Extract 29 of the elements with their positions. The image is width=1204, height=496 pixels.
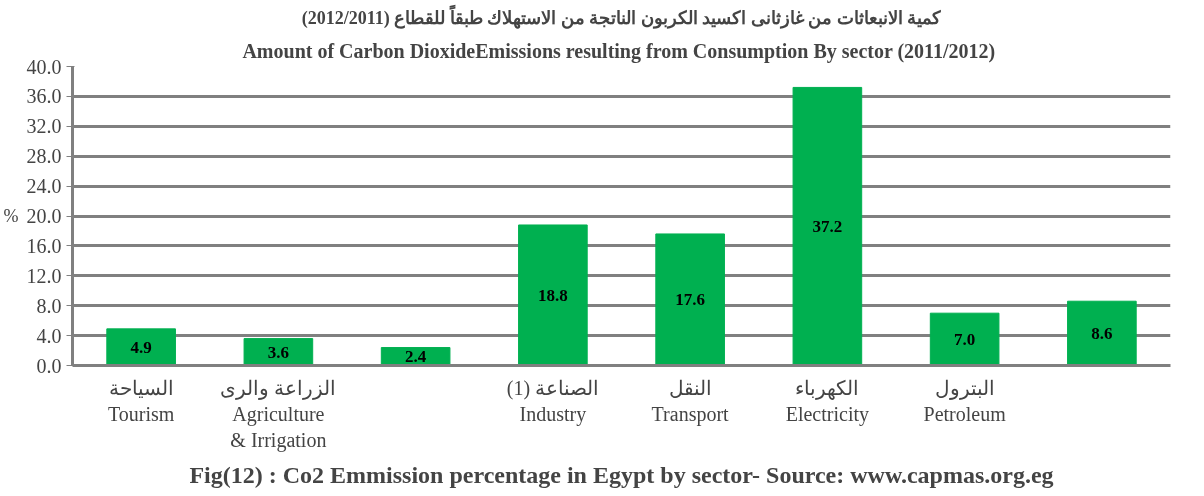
data-label: 8.6 xyxy=(1091,323,1113,343)
y-tick-label: 12.0 xyxy=(26,264,62,287)
y-tick-label: 28.0 xyxy=(26,145,62,168)
y-tick-label: 36.0 xyxy=(26,85,62,108)
bar xyxy=(655,233,725,366)
chart-title: كمية الانبعاثات من غازثانى اكسيد الكربون الناتجة من الاستهلاك طبقاً للقطاع (2012/2011) xyxy=(301,3,942,29)
y-tick-label: 24.0 xyxy=(26,175,62,198)
bar xyxy=(929,312,1000,366)
data-label: 18.8 xyxy=(538,285,568,305)
data-label: 2.4 xyxy=(405,347,427,367)
bar xyxy=(106,328,176,366)
data-label: 17.6 xyxy=(675,290,705,310)
y-tick-label: 16.0 xyxy=(26,234,62,257)
y-tick-label: 32.0 xyxy=(26,115,62,138)
bar xyxy=(1067,300,1137,366)
data-label: 3.6 xyxy=(267,342,289,362)
data-label: 7.0 xyxy=(954,329,976,349)
y-tick-label: 20.0 xyxy=(26,205,62,227)
y-tick-label: 0.0 xyxy=(36,354,62,377)
y-tick-label: 4.0 xyxy=(36,324,62,347)
data-label: 37.2 xyxy=(812,216,843,236)
bar xyxy=(518,224,588,366)
y-tick-label: 40.0 xyxy=(26,55,62,78)
data-label: 4.9 xyxy=(130,337,152,357)
bar xyxy=(792,86,863,366)
y-axis-title: % xyxy=(3,206,19,226)
text: Fig(12) : Co2 Emmission percentage in Egypt by sector- Source: www.capmas.org.eg xyxy=(189,461,1054,488)
chart-subtitle: Amount of Carbon DioxideEmissions resulting from Consumption By sector (2011/2012) xyxy=(242,39,996,63)
y-tick-label: 8.0 xyxy=(36,294,62,317)
